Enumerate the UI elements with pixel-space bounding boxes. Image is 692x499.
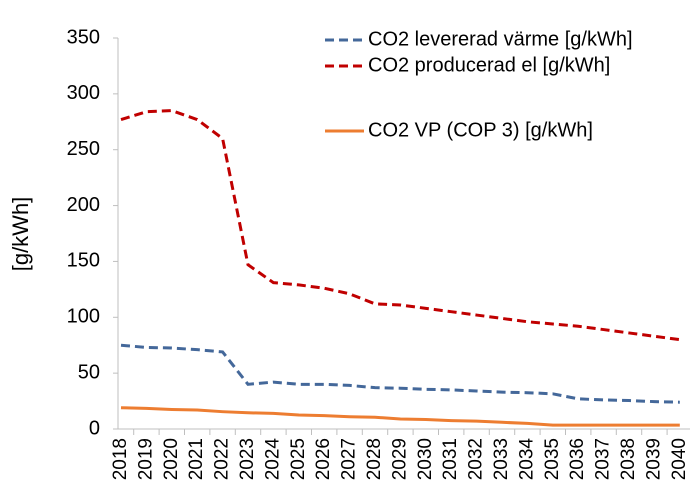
legend-label: CO2 producerad el [g/kWh] (368, 54, 610, 76)
x-tick-label: 2018 (110, 438, 131, 480)
x-tick-label: 2020 (161, 438, 182, 480)
x-tick-label: 2028 (364, 438, 385, 480)
x-tick-label: 2030 (415, 438, 436, 480)
x-tick-label: 2035 (542, 438, 563, 480)
series-line (120, 406, 680, 427)
legend-label: CO2 levererad värme [g/kWh] (368, 28, 633, 50)
x-tick-label: 2038 (618, 438, 639, 480)
y-tick-label: 350 (67, 26, 100, 48)
series-line (120, 109, 680, 342)
x-tick-label: 2036 (567, 438, 588, 480)
y-axis-label: [g/kWh] (8, 197, 33, 272)
y-tick-label: 50 (78, 361, 100, 383)
y-tick-label: 150 (67, 250, 100, 272)
y-tick-label: 300 (67, 82, 100, 104)
x-tick-label: 2037 (593, 438, 614, 480)
y-tick-label: 200 (67, 194, 100, 216)
y-tick-label: 250 (67, 138, 100, 160)
x-tick-label: 2027 (339, 438, 360, 480)
x-tick-label: 2025 (288, 438, 309, 480)
x-tick-label: 2032 (466, 438, 487, 480)
x-tick-label: 2023 (237, 438, 258, 480)
x-tick-label: 2024 (262, 438, 283, 481)
x-tick-label: 2029 (389, 438, 410, 480)
x-tick-label: 2040 (669, 438, 690, 480)
legend-label: CO2 VP (COP 3) [g/kWh] (368, 119, 593, 141)
y-tick-label: 0 (89, 417, 100, 439)
x-tick-label: 2033 (491, 438, 512, 480)
x-tick-label: 2022 (212, 438, 233, 480)
x-tick-label: 2019 (135, 438, 156, 480)
x-tick-label: 2034 (516, 438, 537, 481)
x-tick-label: 2026 (313, 438, 334, 480)
series-line (120, 343, 680, 404)
y-tick-label: 100 (67, 306, 100, 328)
x-tick-label: 2031 (440, 438, 461, 480)
x-tick-label: 2021 (186, 438, 207, 480)
x-tick-label: 2039 (643, 438, 664, 480)
